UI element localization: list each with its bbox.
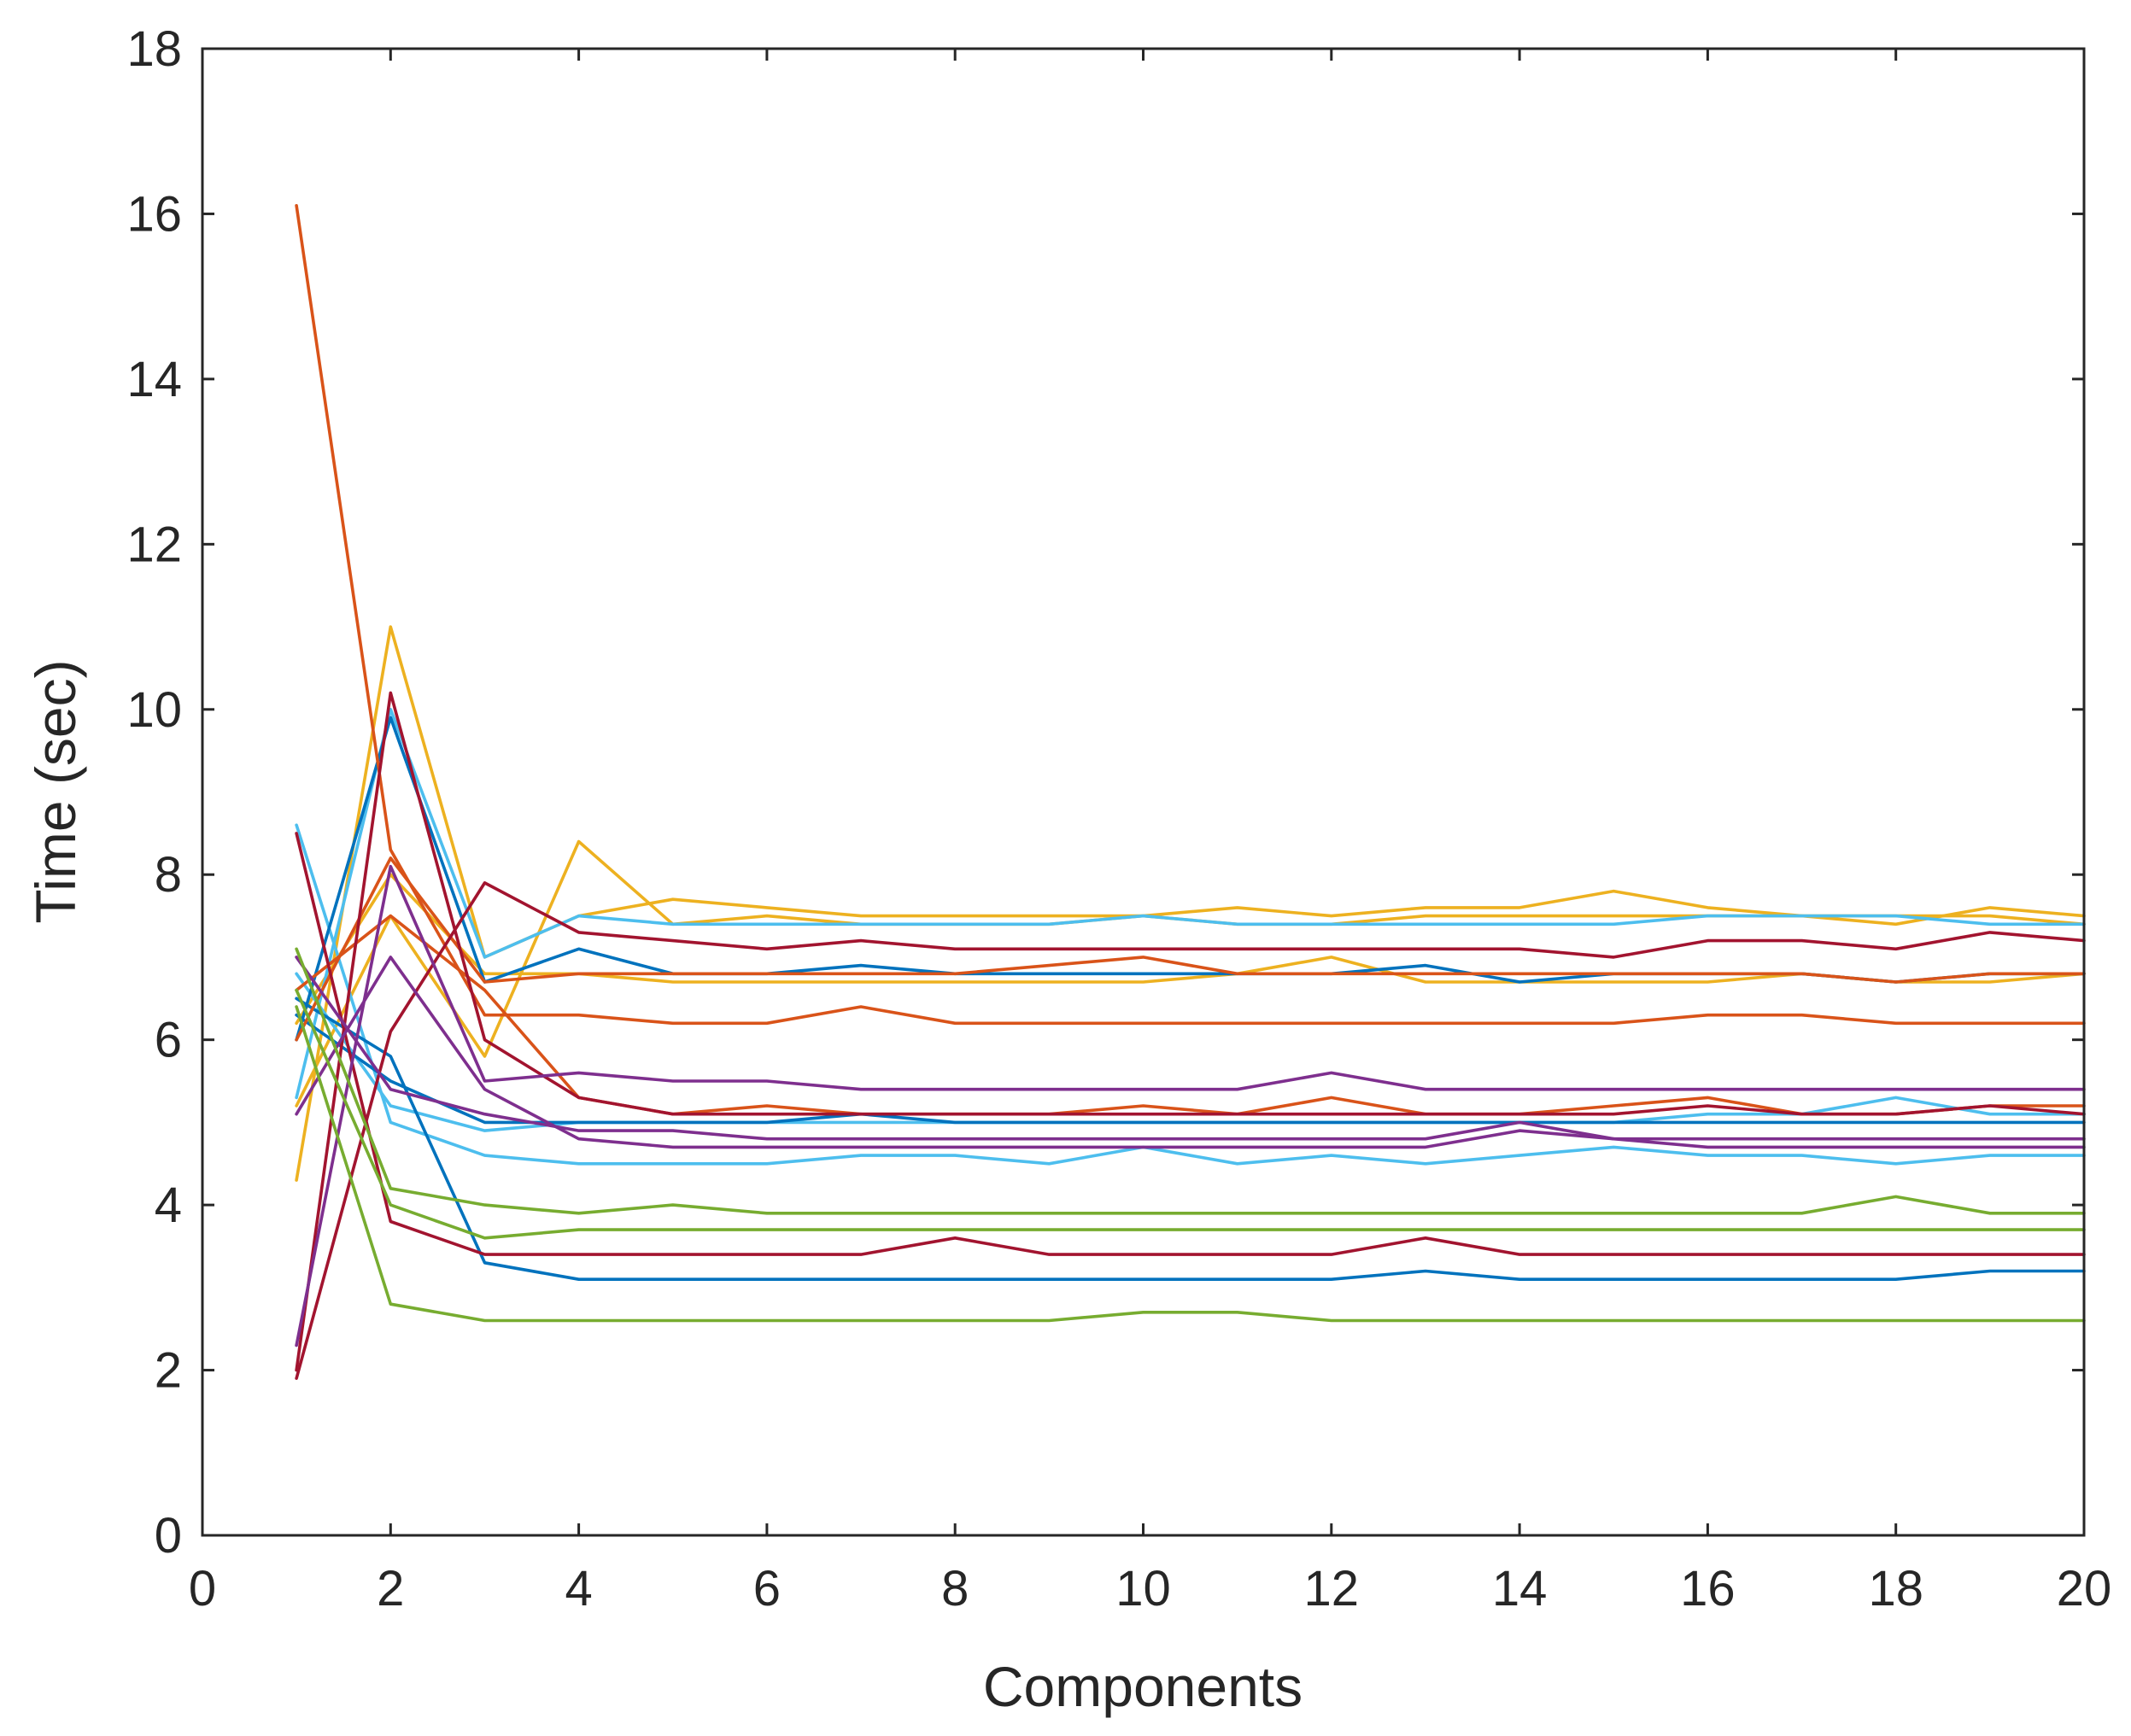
series-line-21 xyxy=(295,988,2086,1240)
series-line-5 xyxy=(295,707,2086,1100)
y-tick-label: 12 xyxy=(126,517,182,572)
series-line-13 xyxy=(295,832,2086,1256)
x-tick-label: 4 xyxy=(565,1561,592,1616)
series-line-7 xyxy=(295,997,2086,1281)
series-line-14 xyxy=(295,881,2086,1380)
series-line-15 xyxy=(295,691,2086,1372)
series-line-1 xyxy=(295,625,2086,1182)
x-axis-title: Components xyxy=(983,1655,1303,1718)
x-tick-label: 18 xyxy=(1868,1561,1923,1616)
series-line-19 xyxy=(295,1005,2086,1323)
tick-layer: 0 2 4 6 8 10 12 14 16 18 20 0 2 4 6 8 10 12 14 16 18 xyxy=(126,21,2111,1616)
series-line-17 xyxy=(295,956,2086,1149)
x-tick-label: 8 xyxy=(941,1561,969,1616)
series-line-6 xyxy=(295,972,2086,1132)
series-line-20 xyxy=(295,947,2086,1215)
y-tick-label: 6 xyxy=(155,1013,182,1068)
y-tick-label: 8 xyxy=(155,847,182,903)
x-tick-label: 16 xyxy=(1680,1561,1736,1616)
y-tick-label: 4 xyxy=(155,1178,182,1233)
y-tick-label: 0 xyxy=(155,1508,182,1564)
series-line-8 xyxy=(295,716,2086,1042)
y-tick-label: 2 xyxy=(155,1343,182,1399)
x-tick-label: 2 xyxy=(377,1561,404,1616)
y-axis-title: Time (sec) xyxy=(24,659,87,923)
y-tick-label: 10 xyxy=(126,682,182,738)
series-line-10 xyxy=(295,204,2086,1026)
series-line-18 xyxy=(295,956,2086,1141)
x-tick-label: 6 xyxy=(753,1561,781,1616)
x-tick-label: 12 xyxy=(1304,1561,1360,1616)
series-line-4 xyxy=(295,823,2086,1166)
y-tick-label: 18 xyxy=(126,21,182,77)
series-line-16 xyxy=(295,864,2086,1347)
x-tick-label: 14 xyxy=(1492,1561,1548,1616)
series-layer xyxy=(295,204,2086,1380)
series-line-11 xyxy=(295,856,2086,1042)
y-tick-label: 14 xyxy=(126,352,182,407)
x-tick-label: 20 xyxy=(2057,1561,2112,1616)
y-tick-label: 16 xyxy=(126,186,182,242)
series-line-9 xyxy=(295,1013,2086,1125)
x-tick-label: 10 xyxy=(1115,1561,1171,1616)
x-tick-label: 0 xyxy=(189,1561,216,1616)
